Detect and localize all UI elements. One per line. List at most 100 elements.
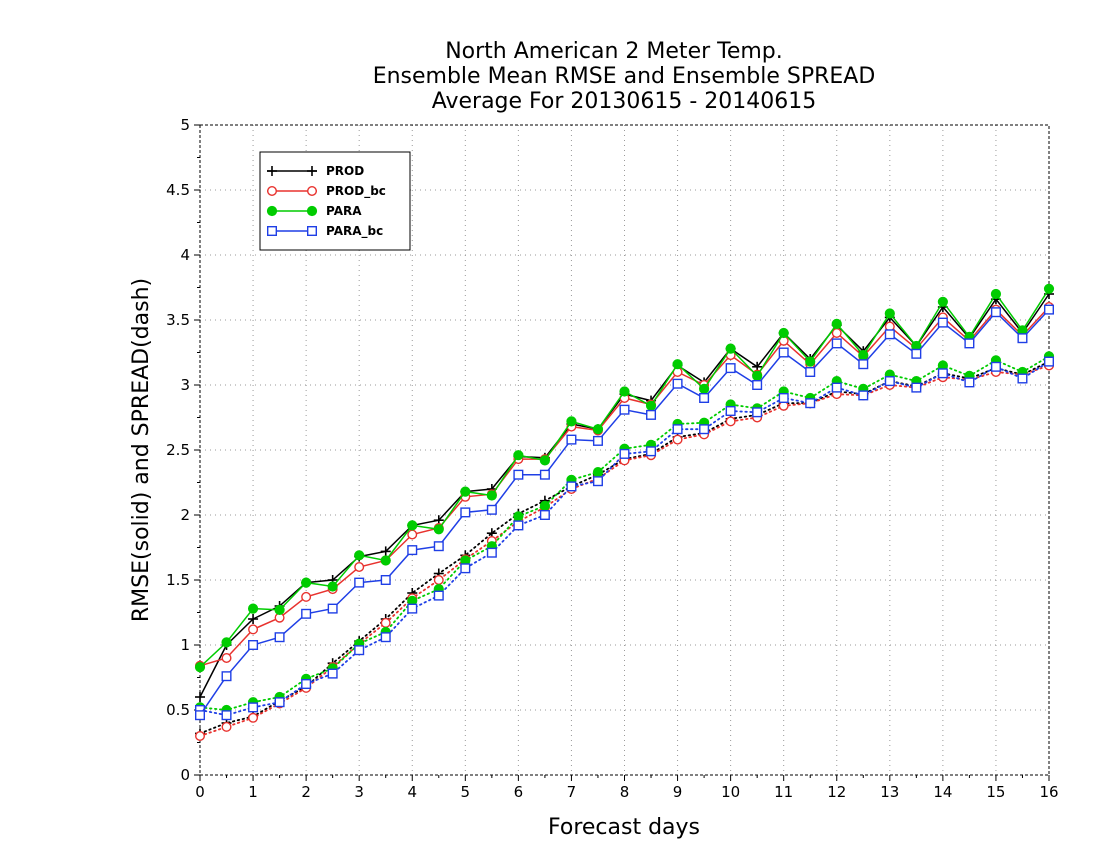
rmse-point bbox=[327, 581, 338, 592]
rmse-point bbox=[407, 520, 418, 531]
spread-point bbox=[539, 510, 550, 521]
rmse-point bbox=[433, 524, 444, 535]
spread-point bbox=[327, 668, 338, 679]
rmse-point bbox=[646, 409, 657, 420]
rmse-point bbox=[990, 307, 1001, 318]
rmse-point bbox=[301, 608, 312, 619]
legend-box bbox=[259, 151, 411, 251]
rmse-point bbox=[301, 591, 312, 602]
rmse-point bbox=[672, 378, 683, 389]
spread-point bbox=[672, 434, 683, 445]
x-tick-label: 12 bbox=[827, 783, 846, 801]
y-tick-label: 3 bbox=[180, 376, 190, 394]
y-axis-title: RMSE(solid) and SPREAD(dash) bbox=[129, 278, 154, 622]
spread-point bbox=[460, 563, 471, 574]
rmse-point bbox=[301, 577, 312, 588]
spread-line bbox=[199, 360, 1050, 735]
rmse-point bbox=[327, 603, 338, 614]
legend-label: PROD_bc bbox=[326, 184, 386, 199]
spread-point bbox=[433, 575, 444, 586]
legend-marker-left bbox=[267, 166, 277, 176]
spread-point bbox=[486, 547, 497, 558]
rmse-point bbox=[778, 327, 789, 339]
spread-point bbox=[699, 424, 710, 435]
rmse-point bbox=[619, 386, 630, 397]
rmse-point bbox=[672, 359, 683, 370]
rmse-point bbox=[805, 367, 816, 378]
rmse-point bbox=[354, 577, 365, 588]
rmse-point bbox=[1043, 304, 1054, 315]
legend-item: PROD bbox=[267, 164, 364, 178]
spread-point bbox=[248, 712, 259, 723]
rmse-point bbox=[486, 490, 497, 501]
rmse-point bbox=[858, 359, 869, 370]
spread-point bbox=[221, 721, 232, 732]
x-tick-label: 6 bbox=[514, 783, 524, 801]
spread-point bbox=[619, 448, 630, 459]
rmse-point bbox=[248, 624, 259, 635]
rmse-point bbox=[778, 347, 789, 358]
rmse-point bbox=[752, 370, 763, 381]
spread-point bbox=[301, 679, 312, 690]
rmse-point bbox=[884, 308, 895, 319]
rmse-point bbox=[354, 550, 365, 561]
rmse-point bbox=[592, 424, 604, 435]
x-tick-label: 5 bbox=[461, 783, 471, 801]
spread-point bbox=[539, 500, 551, 511]
y-tick-label: 0.5 bbox=[166, 701, 190, 719]
spread-point bbox=[407, 603, 418, 614]
rmse-point bbox=[592, 435, 603, 446]
spread-point bbox=[380, 617, 391, 628]
rmse-point bbox=[354, 562, 365, 573]
spread-point bbox=[937, 368, 948, 379]
spread-point bbox=[805, 398, 816, 409]
chart-title-line-3: Average For 20130615 - 20140615 bbox=[432, 89, 817, 114]
legend-marker-right bbox=[307, 185, 318, 196]
legend-marker-left bbox=[267, 225, 278, 236]
legend-items: PROD PROD_bc PARA PARA_bc bbox=[266, 164, 386, 239]
rmse-point bbox=[195, 692, 205, 702]
legend-label: PARA_bc bbox=[326, 224, 383, 239]
rmse-point bbox=[247, 603, 259, 614]
spread-point bbox=[672, 424, 683, 435]
spread-point bbox=[964, 377, 975, 388]
rmse-point bbox=[274, 604, 285, 616]
spread-point bbox=[592, 467, 604, 478]
spread-point bbox=[513, 511, 524, 522]
rmse-point bbox=[937, 296, 948, 307]
rmse-point bbox=[248, 640, 259, 651]
rmse-point bbox=[380, 575, 391, 586]
spread-point bbox=[1017, 373, 1028, 384]
y-tick-label: 4.5 bbox=[166, 181, 190, 199]
rmse-point bbox=[699, 393, 710, 404]
y-tick-label: 3.5 bbox=[166, 311, 190, 329]
spread-point bbox=[990, 361, 1001, 372]
rmse-point bbox=[645, 400, 657, 411]
x-tick-label: 9 bbox=[673, 783, 683, 801]
x-tick-label: 10 bbox=[721, 783, 740, 801]
y-tick-label: 5 bbox=[180, 116, 190, 134]
rmse-point bbox=[513, 469, 524, 480]
series-prod-bc bbox=[194, 302, 1054, 742]
spread-point bbox=[858, 390, 869, 401]
rmse-point bbox=[884, 329, 895, 340]
rmse-point bbox=[486, 504, 497, 515]
rmse-point bbox=[460, 486, 471, 497]
rmse-point bbox=[566, 416, 577, 427]
x-tick-label: 2 bbox=[301, 783, 311, 801]
y-tick-label: 1.5 bbox=[166, 571, 190, 589]
ticks-layer: 0 1 2 3 4 5 6 7 8 9 10 11 12 13 14 15 1600.511.522.533.5… bbox=[166, 116, 1058, 801]
rmse-point bbox=[539, 455, 551, 466]
spread-point bbox=[752, 407, 763, 418]
rmse-point bbox=[831, 328, 842, 339]
x-tick-label: 8 bbox=[620, 783, 630, 801]
rmse-point bbox=[513, 450, 524, 461]
rmse-point bbox=[566, 434, 577, 445]
spread-point bbox=[433, 590, 444, 601]
spread-point bbox=[248, 702, 259, 713]
x-tick-label: 15 bbox=[986, 783, 1005, 801]
spread-point bbox=[1043, 356, 1054, 367]
rmse-point bbox=[619, 404, 630, 415]
rmse-point bbox=[194, 662, 206, 673]
